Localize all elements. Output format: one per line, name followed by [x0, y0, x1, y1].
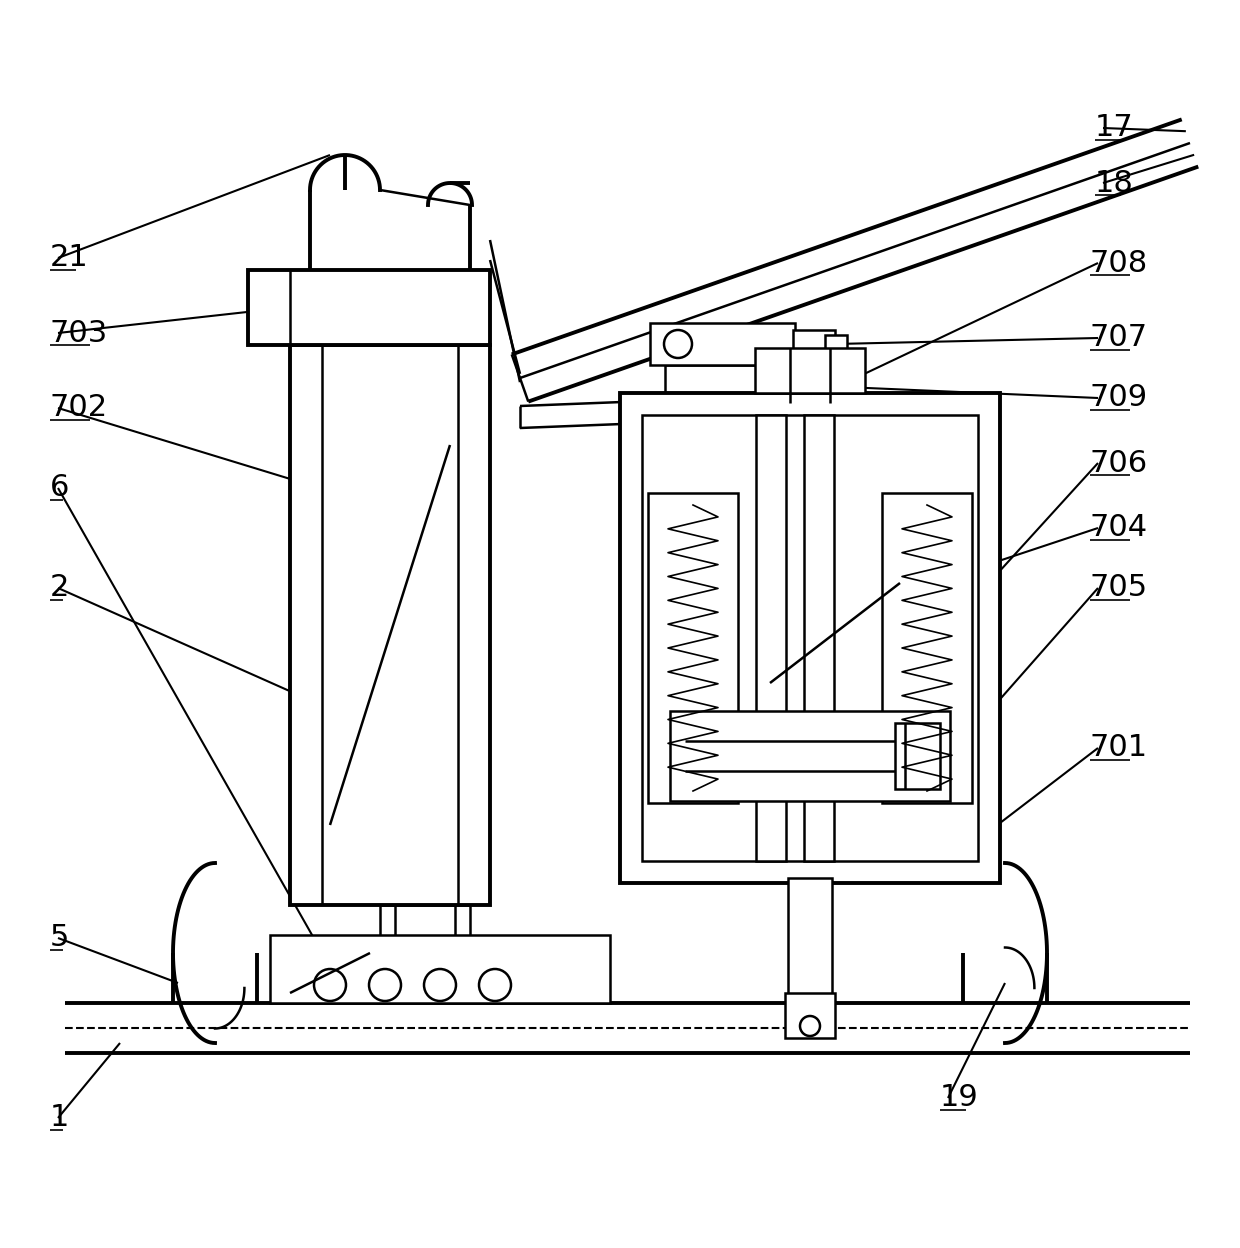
- Text: 18: 18: [1095, 168, 1133, 197]
- Text: 19: 19: [940, 1083, 978, 1112]
- Bar: [775, 388, 804, 426]
- Bar: [804, 416, 835, 861]
- Text: 709: 709: [1090, 383, 1148, 413]
- Bar: [756, 416, 786, 861]
- Bar: [882, 493, 972, 802]
- Bar: [665, 364, 775, 403]
- Bar: [642, 416, 978, 861]
- Bar: [290, 344, 490, 905]
- Bar: [785, 993, 835, 1038]
- Text: 6: 6: [50, 473, 69, 503]
- Bar: [270, 935, 610, 1003]
- Text: 17: 17: [1095, 114, 1133, 142]
- Text: 5: 5: [50, 924, 69, 952]
- Bar: [794, 329, 835, 359]
- Text: 701: 701: [1090, 734, 1148, 763]
- Bar: [248, 270, 490, 344]
- Text: 704: 704: [1090, 513, 1148, 543]
- Bar: [620, 393, 999, 884]
- Text: 705: 705: [1090, 574, 1148, 603]
- Bar: [670, 711, 950, 801]
- Bar: [649, 493, 738, 802]
- Text: 708: 708: [1090, 248, 1148, 277]
- Text: 706: 706: [1090, 448, 1148, 478]
- Bar: [755, 348, 866, 393]
- Text: 702: 702: [50, 393, 108, 423]
- Bar: [895, 723, 940, 789]
- Text: 2: 2: [50, 574, 69, 603]
- Text: 707: 707: [1090, 323, 1148, 352]
- Bar: [650, 323, 795, 364]
- Bar: [825, 334, 847, 357]
- Text: 1: 1: [50, 1103, 69, 1132]
- Bar: [787, 879, 832, 998]
- Text: 703: 703: [50, 318, 108, 347]
- Text: 21: 21: [50, 243, 89, 272]
